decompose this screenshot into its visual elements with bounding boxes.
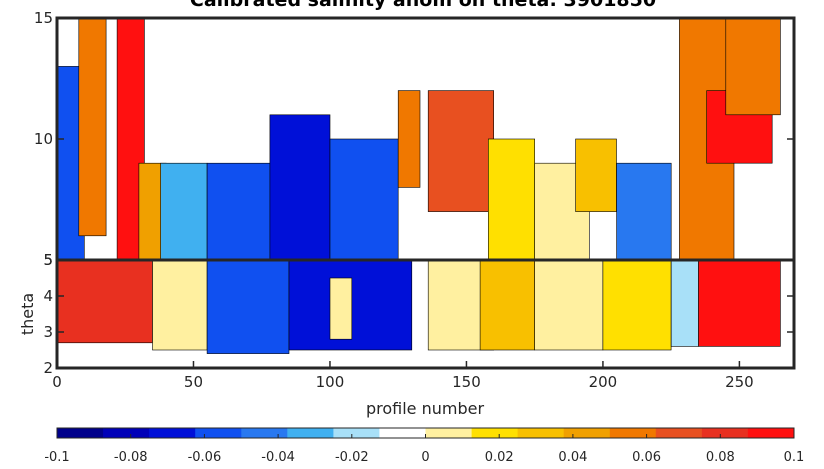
upper-region-12 [575, 138, 617, 212]
colorbar-swatch [57, 428, 104, 438]
upper-ytick-label: 15 [34, 9, 53, 27]
colorbar-swatch [747, 428, 795, 438]
lower-panel-regions [56, 259, 781, 354]
lower-xtick-label: 0 [52, 373, 62, 391]
colorbar-swatch [379, 428, 426, 438]
colorbar-swatch [471, 428, 519, 438]
colorbar-swatch [701, 428, 749, 438]
upper-region-6 [269, 114, 331, 261]
upper-region-10 [487, 138, 535, 261]
colorbar-tick-label: 0.06 [632, 450, 661, 465]
upper-ytick-label: 10 [34, 130, 53, 148]
upper-region-5 [206, 162, 276, 261]
colorbar-tick-label: -0.06 [188, 450, 222, 465]
colorbar-tick-label: 0.04 [558, 450, 587, 465]
lower-ytick-label: 4 [43, 287, 53, 305]
lower-region-8 [602, 259, 672, 351]
upper-region-4 [160, 162, 208, 261]
colorbar-swatch [333, 428, 380, 438]
colorbar: -0.1 -0.08 -0.06 -0.04 -0.02 0 0.02 0.04 0.06 0.0… [44, 427, 805, 465]
colorbar-swatch [563, 428, 611, 438]
lower-region-6 [479, 259, 536, 351]
colorbar-swatch [195, 428, 242, 438]
lower-xtick-label: 50 [184, 373, 203, 391]
chart-title: Calibrated salinity anom on theta: 39018… [190, 0, 656, 11]
colorbar-tick-label: 0 [421, 450, 429, 465]
lower-region-1 [152, 259, 208, 351]
lower-xtick-label: 150 [452, 373, 481, 391]
lower-region-7 [534, 259, 604, 351]
upper-ytick-label: 5 [43, 251, 53, 269]
y-axis-label: theta [18, 293, 37, 335]
lower-region-2 [206, 259, 290, 354]
lower-xtick-label: 200 [589, 373, 618, 391]
colorbar-tick-label: -0.02 [335, 450, 369, 465]
colorbar-tick-label: 0.08 [706, 450, 735, 465]
upper-region-13 [616, 162, 672, 261]
colorbar-tick-label: -0.1 [44, 450, 69, 465]
upper-region-9 [427, 90, 495, 212]
colorbar-swatch [103, 428, 150, 438]
colorbar-swatch [517, 428, 565, 438]
colorbar-swatch [287, 428, 334, 438]
lower-xtick-label: 250 [725, 373, 754, 391]
upper-region-1 [78, 17, 107, 237]
lower-ytick-label: 3 [43, 323, 53, 341]
upper-region-7 [329, 138, 399, 261]
upper-panel-regions [56, 17, 781, 261]
lower-xtick-label: 100 [316, 373, 345, 391]
colorbar-swatch [655, 428, 703, 438]
lower-region-0 [56, 259, 153, 344]
lower-panel-frame [55, 258, 796, 370]
colorbar-tick-label: 0.1 [784, 450, 805, 465]
colorbar-tick-label: 0.02 [485, 450, 514, 465]
upper-region-8 [397, 90, 421, 188]
colorbar-swatch [609, 428, 657, 438]
lower-ytick-label: 2 [43, 359, 53, 377]
lower-region-4 [329, 277, 353, 340]
lower-region-9 [670, 259, 699, 347]
colorbar-swatch [149, 428, 196, 438]
upper-region-16 [725, 17, 781, 116]
colorbar-swatch [241, 428, 288, 438]
lower-region-10 [698, 259, 781, 347]
lower-ytick-label: 5 [43, 251, 53, 269]
colorbar-tick-label: -0.04 [261, 450, 295, 465]
x-axis-label: profile number [366, 399, 484, 418]
colorbar-swatch [425, 428, 473, 438]
colorbar-tick-label: -0.08 [114, 450, 148, 465]
